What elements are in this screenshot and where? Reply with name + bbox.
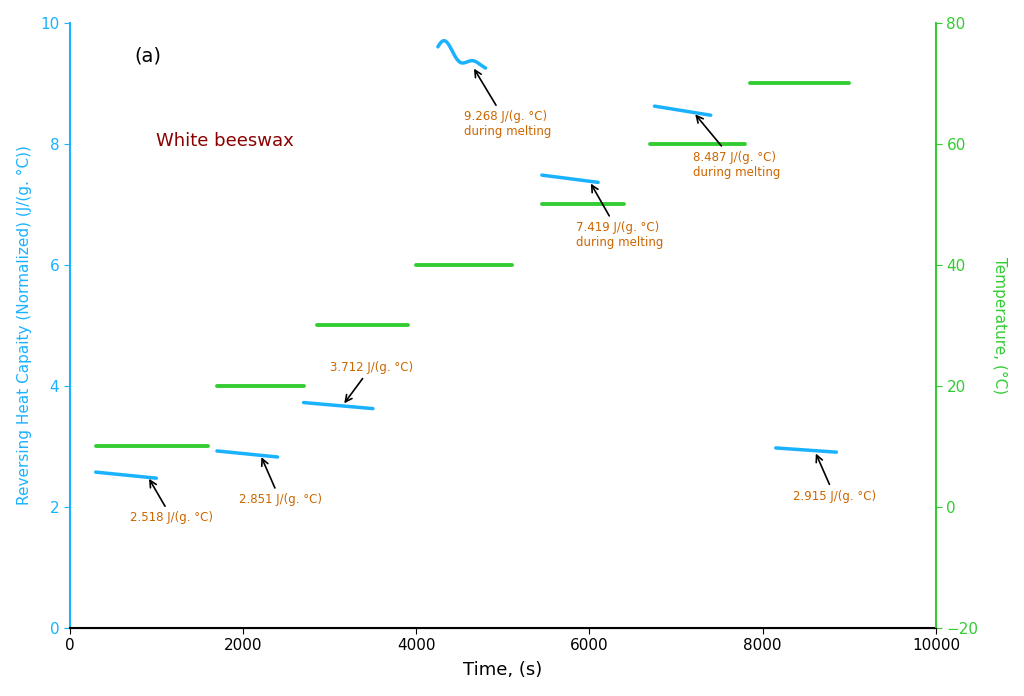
Text: 9.268 J/(g. °C)
during melting: 9.268 J/(g. °C) during melting — [464, 70, 551, 139]
X-axis label: Time, (s): Time, (s) — [463, 661, 543, 679]
Y-axis label: Reversing Heat Capaity (Normalized) (J/(g. °C)): Reversing Heat Capaity (Normalized) (J/(… — [16, 145, 32, 505]
Text: 3.712 J/(g. °C): 3.712 J/(g. °C) — [330, 361, 413, 402]
Y-axis label: Temperature, (°C): Temperature, (°C) — [992, 257, 1008, 394]
Text: (a): (a) — [135, 47, 162, 66]
Text: 7.419 J/(g. °C)
during melting: 7.419 J/(g. °C) during melting — [577, 185, 664, 249]
Text: 2.851 J/(g. °C): 2.851 J/(g. °C) — [239, 459, 322, 506]
Text: White beeswax: White beeswax — [157, 132, 294, 150]
Text: 8.487 J/(g. °C)
during melting: 8.487 J/(g. °C) during melting — [693, 116, 781, 179]
Text: 2.518 J/(g. °C): 2.518 J/(g. °C) — [130, 480, 213, 525]
Text: 2.915 J/(g. °C): 2.915 J/(g. °C) — [793, 455, 877, 503]
